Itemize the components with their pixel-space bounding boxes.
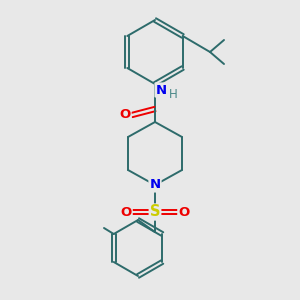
Text: O: O <box>119 109 130 122</box>
Text: N: N <box>149 178 161 191</box>
Text: O: O <box>178 206 190 218</box>
Text: H: H <box>169 88 177 100</box>
Text: N: N <box>155 83 167 97</box>
Text: O: O <box>120 206 132 218</box>
Text: S: S <box>150 205 160 220</box>
